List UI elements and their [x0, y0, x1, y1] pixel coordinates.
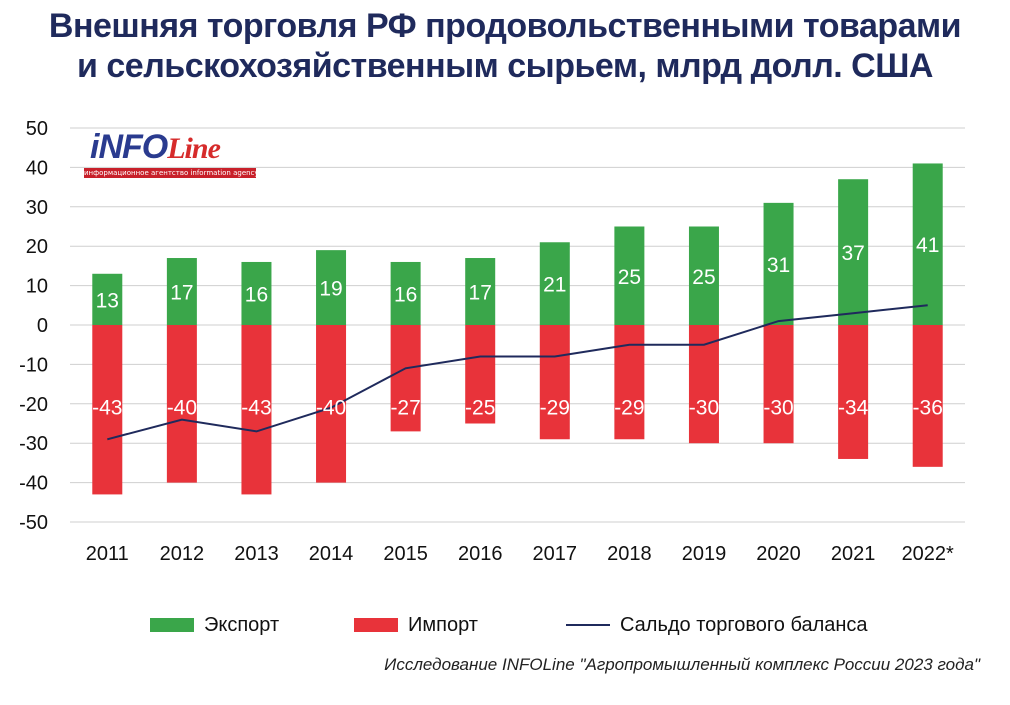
export-data-label: 41 — [916, 234, 939, 257]
export-data-label: 17 — [469, 282, 492, 305]
export-bar — [688, 226, 719, 325]
import-bar — [688, 325, 719, 444]
x-tick-label: 2013 — [234, 543, 279, 565]
legend-label-export: Экспорт — [204, 613, 280, 636]
y-tick-label: 10 — [26, 276, 48, 298]
logo-line-text: Line — [167, 132, 221, 165]
export-data-label: 13 — [96, 289, 119, 312]
y-tick-label: -30 — [19, 433, 48, 455]
y-tick-label: -40 — [19, 473, 48, 495]
import-bar — [838, 325, 869, 459]
import-bar — [763, 325, 794, 444]
y-tick-label: 30 — [26, 197, 48, 219]
y-tick-label: 0 — [37, 315, 48, 337]
legend-label-import: Импорт — [408, 613, 478, 636]
y-tick-label: 50 — [26, 118, 48, 140]
x-tick-label: 2018 — [607, 543, 652, 565]
logo-info-text: iNFO — [90, 128, 168, 166]
import-data-label: -43 — [92, 397, 122, 420]
export-bar — [539, 242, 570, 325]
export-data-label: 16 — [394, 283, 417, 306]
x-tick-label: 2021 — [831, 543, 876, 565]
logo-wordmark: iNFOLine — [90, 128, 221, 167]
y-tick-label: 40 — [26, 157, 48, 179]
chart-title-line2: и сельскохозяйственным сырьем, млрд долл… — [77, 47, 933, 85]
x-tick-label: 2015 — [383, 543, 428, 565]
import-data-label: -30 — [763, 397, 793, 420]
export-data-label: 17 — [170, 282, 193, 305]
import-data-label: -29 — [540, 397, 570, 420]
import-data-label: -40 — [167, 397, 197, 420]
import-bar — [539, 325, 570, 440]
import-bar — [92, 325, 123, 495]
export-data-label: 31 — [767, 254, 790, 277]
export-bar — [912, 163, 943, 325]
y-tick-label: 20 — [26, 236, 48, 258]
x-tick-label: 2022* — [902, 543, 954, 565]
legend: Экспорт Импорт Сальдо торгового баланса — [0, 612, 1010, 638]
import-data-label: -30 — [689, 397, 719, 420]
legend-swatch-import — [354, 618, 398, 632]
infoline-logo: iNFOLine информационное агентство inform… — [84, 128, 256, 180]
export-bar — [241, 261, 272, 325]
import-bar — [465, 325, 496, 424]
x-tick-label: 2019 — [682, 543, 727, 565]
legend-label-balance: Сальдо торгового баланса — [620, 613, 868, 636]
source-note: Исследование INFOLine "Агропромышленный … — [384, 655, 980, 674]
x-tick-label: 2014 — [309, 543, 354, 565]
x-tick-label: 2017 — [533, 543, 578, 565]
export-data-label: 37 — [841, 242, 864, 265]
x-tick-label: 2016 — [458, 543, 503, 565]
x-tick-label: 2012 — [160, 543, 205, 565]
legend-line-balance — [566, 624, 610, 626]
legend-item-export: Экспорт — [150, 612, 279, 638]
y-tick-label: -20 — [19, 394, 48, 416]
export-data-label: 16 — [245, 283, 268, 306]
chart: -50 -40 -30 -20 -10 0 10 20 30 40 50 13 -43 17 -40 16 -4… — [19, 118, 965, 565]
export-data-label: 25 — [618, 266, 641, 289]
legend-swatch-export — [150, 618, 194, 632]
import-bar — [241, 325, 272, 495]
export-bar — [92, 273, 123, 325]
legend-item-import: Импорт — [354, 612, 478, 638]
import-data-label: -27 — [390, 397, 420, 420]
export-bar — [316, 250, 347, 325]
export-data-label: 19 — [319, 278, 342, 301]
import-data-label: -40 — [316, 397, 346, 420]
import-data-label: -34 — [838, 397, 869, 420]
y-tick-label: -50 — [19, 512, 48, 534]
import-bar — [316, 325, 347, 483]
legend-item-balance: Сальдо торгового баланса — [566, 612, 868, 638]
export-bar — [465, 258, 496, 325]
x-tick-label: 2011 — [86, 543, 129, 565]
export-bar — [166, 258, 197, 325]
chart-title-line1: Внешняя торговля РФ продовольственными т… — [48, 7, 962, 45]
export-bar — [763, 202, 794, 325]
balance-line — [107, 304, 928, 441]
y-tick-label: -10 — [19, 354, 48, 376]
import-data-label: -36 — [913, 397, 943, 420]
import-bar — [912, 325, 943, 467]
import-bar — [614, 325, 645, 440]
import-bar — [166, 325, 197, 483]
export-bar — [614, 226, 645, 325]
import-data-label: -25 — [465, 397, 495, 420]
import-data-label: -43 — [241, 397, 271, 420]
import-bar — [390, 325, 421, 432]
chart-title: Внешняя торговля РФ продовольственными т… — [0, 6, 1010, 86]
export-data-label: 21 — [543, 274, 566, 297]
export-bar — [390, 261, 421, 325]
x-tick-label: 2020 — [756, 543, 801, 565]
export-data-label: 25 — [692, 266, 715, 289]
export-bar — [838, 179, 869, 325]
logo-strip: информационное агентство information age… — [84, 168, 256, 178]
import-data-label: -29 — [614, 397, 644, 420]
